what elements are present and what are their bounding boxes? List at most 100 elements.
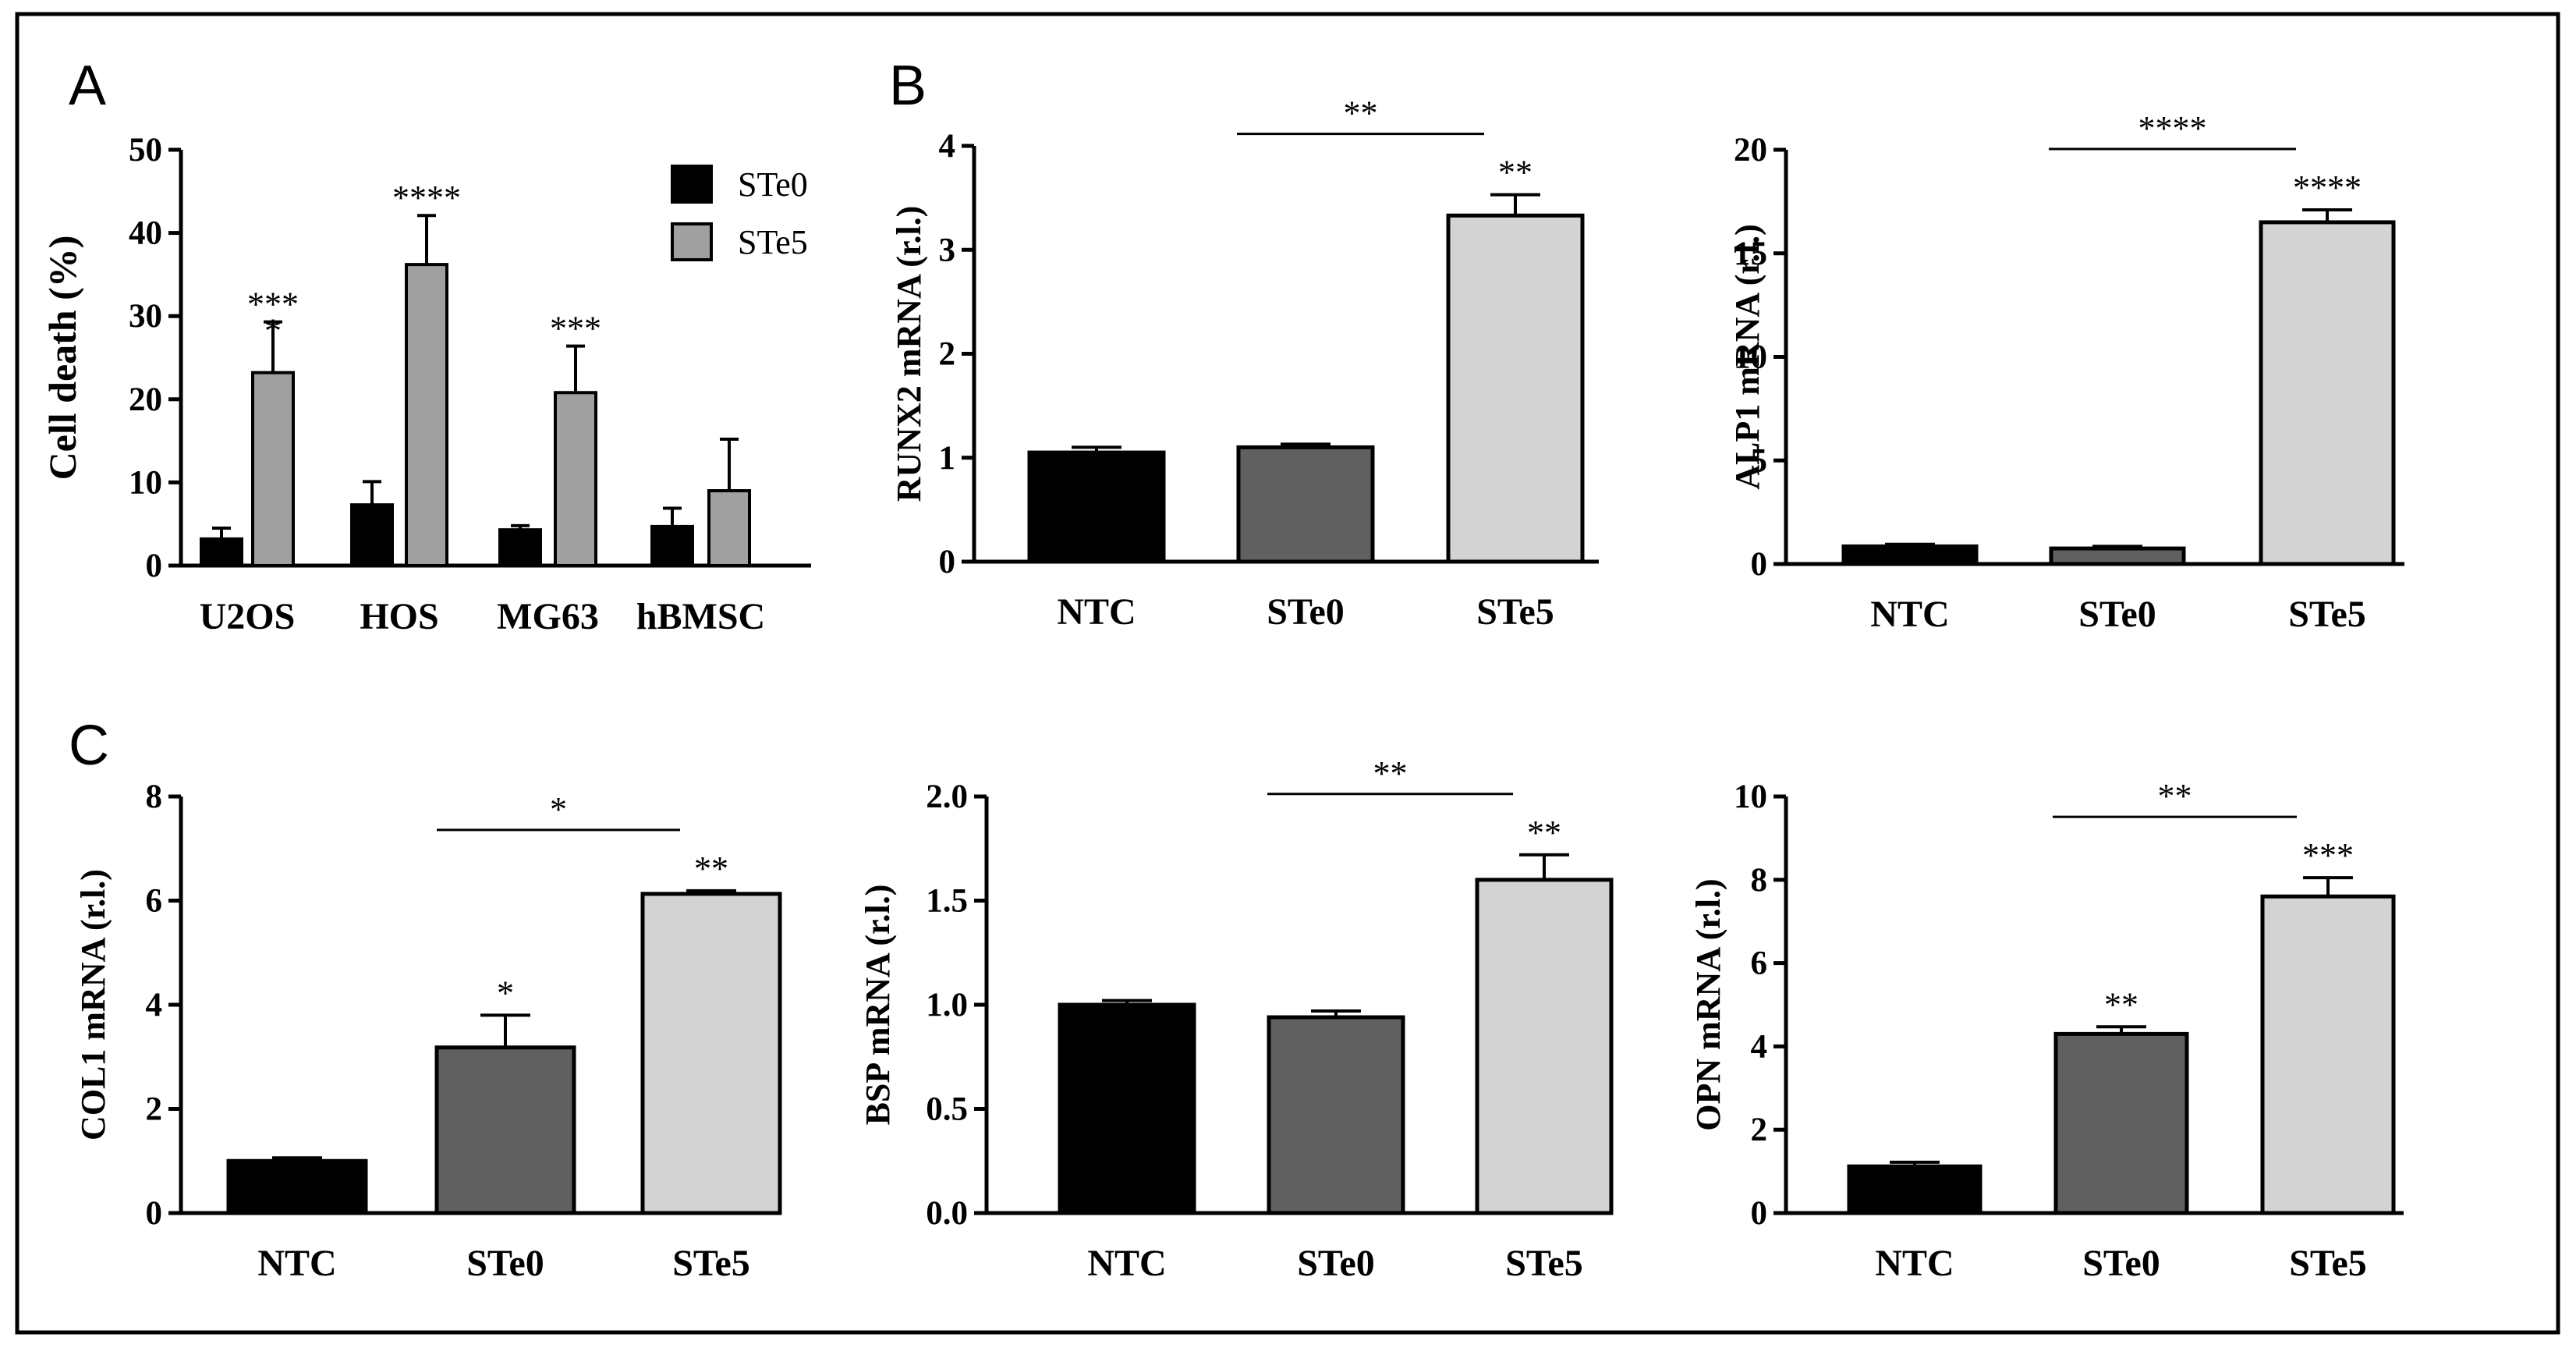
y-tick-label: 0	[939, 544, 956, 580]
x-category-label: NTC	[1087, 1243, 1166, 1284]
significance-label: ***	[550, 310, 601, 348]
y-tick-label: 6	[1751, 945, 1768, 982]
legend: STe0 STe5	[671, 165, 808, 261]
y-tick-label: 0.0	[926, 1195, 968, 1232]
bar-ntc	[226, 1158, 368, 1215]
bar-ste0-hbmsc	[650, 524, 694, 568]
y-tick-label: 5	[1751, 442, 1768, 479]
y-tick-label: 40	[129, 215, 162, 252]
x-category-label: STe5	[2288, 594, 2366, 635]
bracket-significance-label: ****	[2138, 109, 2207, 147]
significance-label: **	[694, 850, 728, 888]
y-tick-label: 15	[1734, 236, 1767, 272]
legend-label-ste0: STe0	[738, 165, 808, 204]
legend-swatch-ste0	[671, 165, 713, 204]
x-category-label: NTC	[1870, 594, 1949, 635]
significance-label: **	[2104, 985, 2138, 1023]
significance-label: ****	[392, 179, 461, 217]
x-category-label: STe5	[1476, 591, 1554, 633]
y-tick-label: 0	[1751, 546, 1768, 583]
y-axis-title: ALP1 mRNA (r.l.)	[1728, 224, 1766, 490]
bar-ste0	[1267, 1015, 1405, 1215]
y-tick-label: 20	[129, 381, 162, 418]
bar-ntc	[1841, 544, 1979, 566]
bracket-significance-label: **	[2158, 777, 2192, 815]
y-tick-label: 1.0	[926, 987, 968, 1023]
x-category-label: STe0	[1297, 1243, 1375, 1284]
x-category-label: STe0	[2082, 1243, 2160, 1284]
y-tick-label: 3	[939, 232, 956, 268]
significance-label: ****	[2293, 168, 2362, 207]
y-tick-label: 8	[146, 779, 163, 815]
chart-alp1-mrna-r-l: 0 5 10 15 20 ALP1 mRNA (r.l.) NTC STe0 STe5 **** *…	[1728, 109, 2404, 635]
bar-ste5	[640, 892, 782, 1215]
y-axis-title: RUNX2 mRNA (r.l.)	[890, 206, 928, 502]
bar-ntc	[1058, 1002, 1196, 1215]
x-category-label: NTC	[1057, 591, 1136, 633]
bar-ntc	[1027, 450, 1166, 564]
y-tick-label: 10	[1734, 779, 1767, 815]
bar-ntc	[1847, 1164, 1982, 1215]
x-category-label: STe5	[672, 1243, 750, 1284]
y-tick-label: 20	[1734, 132, 1767, 168]
y-axis-title: OPN mRNA (r.l.)	[1689, 878, 1727, 1130]
x-category-label: MG63	[497, 596, 599, 637]
bar-ste5	[2259, 220, 2396, 566]
y-tick-label: 1	[939, 440, 956, 477]
bar-ste5-hos	[405, 263, 448, 567]
x-category-label: NTC	[257, 1243, 336, 1284]
panel-letter-c: C	[69, 715, 109, 777]
significance-label: ***	[247, 286, 299, 324]
x-category-label: STe5	[1505, 1243, 1583, 1284]
x-category-label: STe0	[2078, 594, 2156, 635]
bar-ste0	[434, 1045, 576, 1215]
y-tick-label: 10	[129, 464, 162, 501]
bar-ste0	[2049, 546, 2186, 566]
y-tick-label: 6	[146, 883, 163, 920]
y-tick-label: 0.5	[926, 1091, 968, 1128]
significance-label: ***	[2302, 836, 2354, 874]
y-axis-title: Cell death (%)	[41, 236, 84, 481]
x-category-label: HOS	[360, 596, 438, 637]
y-axis-title: COL1 mRNA (r.l.)	[74, 869, 112, 1140]
significance-label: **	[1527, 814, 1561, 852]
bar-ste5	[1446, 213, 1585, 564]
bar-ste0-mg63	[498, 528, 542, 567]
y-tick-label: 4	[146, 987, 163, 1023]
figure-frame	[15, 12, 2560, 1335]
y-tick-label: 30	[129, 298, 162, 335]
bar-ste5-u2os	[251, 371, 295, 567]
bar-ste0-hos	[350, 503, 394, 568]
y-axis-title: BSP mRNA (r.l.)	[859, 885, 897, 1126]
chart-runx2-mrna-r-l: 0 1 2 3 4 RUNX2 mRNA (r.l.) NTC STe0 STe5 ** **	[890, 94, 1599, 633]
bar-ste0	[1236, 445, 1375, 564]
bar-ste5-mg63	[554, 391, 597, 567]
x-category-label: U2OS	[200, 596, 296, 637]
x-category-label: NTC	[1875, 1243, 1954, 1284]
legend-label-ste5: STe5	[738, 223, 808, 261]
y-tick-label: 2	[1751, 1112, 1768, 1148]
bracket-significance-label: **	[1373, 754, 1408, 793]
y-tick-label: 0	[146, 1195, 163, 1232]
y-tick-label: 1.5	[926, 883, 968, 920]
panel-letter-b: B	[889, 55, 927, 117]
y-tick-label: 50	[129, 132, 162, 168]
legend-swatch-ste5	[671, 222, 713, 261]
y-tick-label: 8	[1751, 862, 1768, 899]
y-tick-label: 4	[1751, 1028, 1768, 1065]
bar-ste0-u2os	[200, 537, 243, 567]
y-tick-label: 10	[1734, 339, 1767, 376]
x-category-label: STe0	[466, 1243, 544, 1284]
y-tick-label: 0	[1751, 1195, 1768, 1232]
significance-label: **	[1498, 154, 1532, 192]
y-tick-label: 2.0	[926, 779, 968, 815]
x-category-label: STe0	[1267, 591, 1345, 633]
y-tick-label: 2	[146, 1091, 163, 1128]
bar-ste0	[2053, 1031, 2189, 1215]
bracket-significance-label: *	[550, 790, 567, 828]
bar-ste5-hbmsc	[707, 489, 751, 567]
